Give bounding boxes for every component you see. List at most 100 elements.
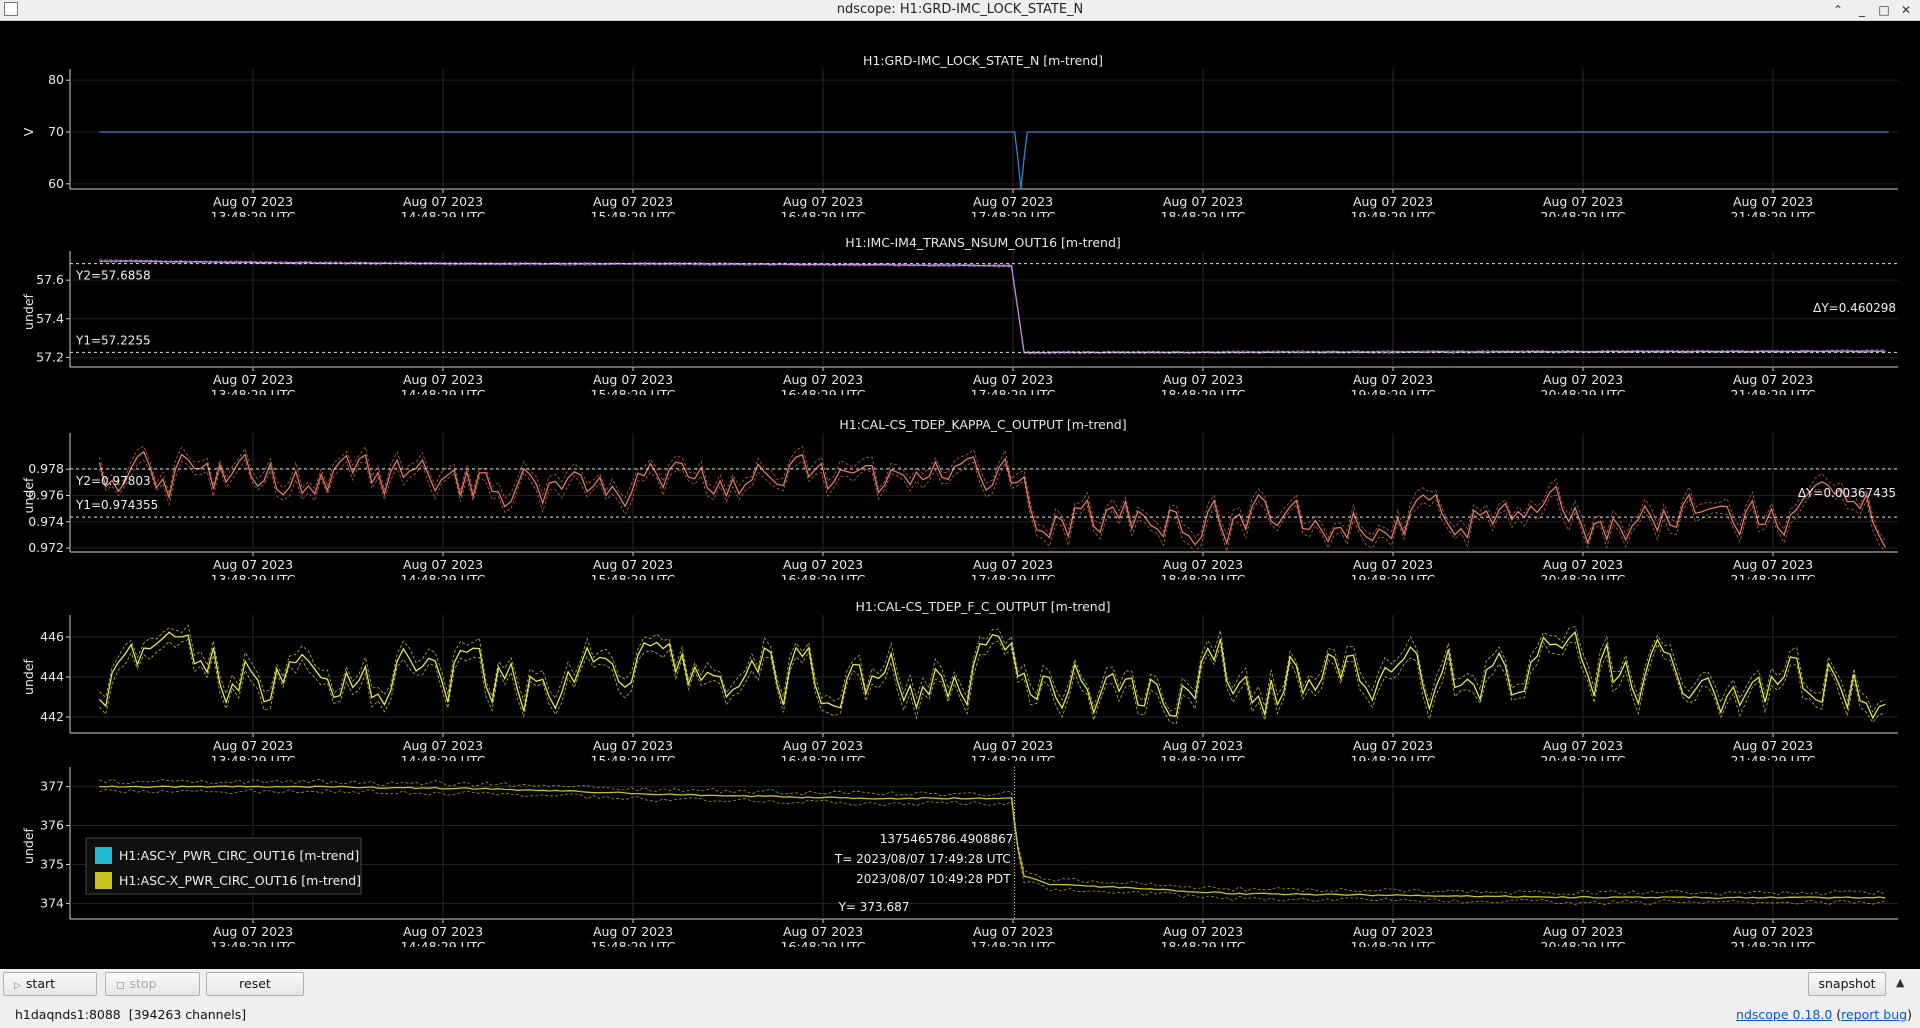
snapshot-button[interactable]: snapshot — [1808, 972, 1886, 996]
plot-area[interactable]: H1:GRD-IMC_LOCK_STATE_N [m-trend] Aug 07 … — [0, 21, 1920, 969]
x-tick-date: Aug 07 2023 — [1733, 372, 1813, 387]
report-bug-link[interactable]: report bug — [1841, 1007, 1908, 1022]
maximize-icon[interactable]: □ — [1878, 3, 1890, 17]
series-min-line — [99, 458, 1886, 553]
x-tick-time: 13:48:29 UTC — [211, 387, 296, 402]
paren-close: ) — [1907, 1007, 1912, 1022]
x-tick-date: Aug 07 2023 — [1543, 372, 1623, 387]
x-tick-date: Aug 07 2023 — [213, 557, 293, 572]
y-tick-label: 442 — [40, 709, 64, 724]
series-line — [99, 260, 1886, 354]
legend-label[interactable]: H1:ASC-Y_PWR_CIRC_OUT16 [m-trend] — [119, 848, 359, 863]
x-tick-time: 19:48:29 UTC — [1351, 209, 1436, 224]
x-tick-date: Aug 07 2023 — [783, 557, 863, 572]
x-tick-time: 16:48:29 UTC — [781, 387, 866, 402]
plot-panel-2[interactable]: H1:IMC-IM4_TRANS_NSUM_OUT16 [m-trend] Aug… — [21, 235, 1898, 402]
x-tick-date: Aug 07 2023 — [213, 372, 293, 387]
start-online-button[interactable]: ▷start online — [3, 972, 97, 1015]
x-tick-date: Aug 07 2023 — [973, 738, 1053, 753]
x-tick-date: Aug 07 2023 — [1733, 924, 1813, 939]
x-tick-date: Aug 07 2023 — [783, 194, 863, 209]
x-tick-time: 17:48:29 UTC — [971, 209, 1056, 224]
x-tick-time: 13:48:29 UTC — [211, 209, 296, 224]
x-tick-time: 19:48:29 UTC — [1351, 572, 1436, 587]
expand-arrow-icon[interactable]: ▲ — [1896, 976, 1905, 989]
stop-icon: □ — [116, 981, 125, 991]
plot-title: H1:CAL-CS_TDEP_KAPPA_C_OUTPUT [m-trend] — [839, 417, 1126, 432]
x-tick-date: Aug 07 2023 — [593, 557, 673, 572]
delta-y-label: ΔY=0.460298 — [1813, 301, 1896, 315]
x-tick-date: Aug 07 2023 — [1733, 557, 1813, 572]
x-tick-time: 14:48:29 UTC — [401, 572, 486, 587]
x-tick-time: 19:48:29 UTC — [1351, 939, 1436, 954]
series-max-line — [99, 778, 1886, 896]
x-tick-date: Aug 07 2023 — [783, 372, 863, 387]
x-tick-time: 20:48:29 UTC — [1541, 572, 1626, 587]
x-tick-date: Aug 07 2023 — [1353, 372, 1433, 387]
y-tick-label: 57.4 — [36, 311, 64, 326]
series-max-line — [99, 259, 1886, 353]
x-tick-time: 20:48:29 UTC — [1541, 939, 1626, 954]
stop-online-button[interactable]: □stop online — [105, 972, 200, 1015]
y-tick-label: 375 — [40, 856, 64, 871]
x-tick-time: 19:48:29 UTC — [1351, 387, 1436, 402]
plot-title: H1:IMC-IM4_TRANS_NSUM_OUT16 [m-trend] — [845, 235, 1121, 250]
legend-swatch[interactable] — [95, 872, 112, 889]
plots-canvas[interactable]: H1:GRD-IMC_LOCK_STATE_N [m-trend] Aug 07 … — [0, 21, 1920, 969]
legend-label[interactable]: H1:ASC-X_PWR_CIRC_OUT16 [m-trend] — [119, 873, 361, 888]
x-tick-date: Aug 07 2023 — [213, 738, 293, 753]
x-tick-time: 17:48:29 UTC — [971, 387, 1056, 402]
y-axis-label: undef — [21, 477, 36, 513]
x-tick-time: 18:48:29 UTC — [1161, 209, 1246, 224]
y-axis-label: undef — [21, 293, 36, 329]
x-tick-date: Aug 07 2023 — [593, 924, 673, 939]
x-tick-time: 16:48:29 UTC — [781, 572, 866, 587]
x-tick-time: 15:48:29 UTC — [591, 209, 676, 224]
x-tick-time: 18:48:29 UTC — [1161, 753, 1246, 768]
series-line — [98, 631, 1886, 720]
y2-cursor-label: Y2=57.6858 — [75, 269, 151, 283]
x-tick-time: 21:48:29 UTC — [1731, 209, 1816, 224]
x-tick-date: Aug 07 2023 — [1543, 738, 1623, 753]
x-tick-date: Aug 07 2023 — [1163, 194, 1243, 209]
x-tick-date: Aug 07 2023 — [403, 557, 483, 572]
play-icon: ▷ — [14, 981, 21, 991]
keep-above-icon[interactable]: ⌃ — [1832, 3, 1844, 17]
y-tick-label: 0.972 — [28, 540, 64, 555]
x-tick-time: 19:48:29 UTC — [1351, 753, 1436, 768]
y-tick-label: 374 — [40, 895, 64, 910]
plot-title: H1:GRD-IMC_LOCK_STATE_N [m-trend] — [863, 53, 1103, 68]
y2-cursor-label: Y2=0.97803 — [75, 474, 151, 488]
series-line — [99, 131, 1889, 190]
x-tick-date: Aug 07 2023 — [1163, 372, 1243, 387]
legend-swatch[interactable] — [95, 847, 112, 864]
x-tick-time: 13:48:29 UTC — [211, 572, 296, 587]
x-tick-time: 18:48:29 UTC — [1161, 572, 1246, 587]
x-tick-date: Aug 07 2023 — [1543, 924, 1623, 939]
close-icon[interactable]: ✕ — [1900, 3, 1912, 17]
x-tick-date: Aug 07 2023 — [403, 924, 483, 939]
crosshair-pdt-time: 2023/08/07 10:49:28 PDT — [856, 872, 1011, 886]
x-tick-date: Aug 07 2023 — [1733, 738, 1813, 753]
x-tick-date: Aug 07 2023 — [213, 194, 293, 209]
status-bar: h1daqnds1:8088 [394263 channels] ndscope… — [0, 1001, 1920, 1028]
y-tick-label: 446 — [40, 629, 64, 644]
series-max-line — [99, 624, 1886, 713]
crosshair-utc-time: T= 2023/08/07 17:49:28 UTC — [834, 852, 1011, 866]
minimize-icon[interactable]: _ — [1859, 3, 1865, 17]
reset-button[interactable]: reset — [206, 972, 304, 996]
plot-panel-3[interactable]: H1:CAL-CS_TDEP_KAPPA_C_OUTPUT [m-trend] A… — [21, 417, 1898, 587]
version-link[interactable]: ndscope 0.18.0 — [1736, 1007, 1833, 1022]
x-tick-time: 21:48:29 UTC — [1731, 572, 1816, 587]
window-title: ndscope: H1:GRD-IMC_LOCK_STATE_N — [836, 2, 1084, 17]
x-tick-time: 17:48:29 UTC — [971, 572, 1056, 587]
x-tick-time: 14:48:29 UTC — [401, 387, 486, 402]
x-tick-date: Aug 07 2023 — [1163, 557, 1243, 572]
series-max-line — [99, 445, 1886, 542]
y-tick-label: 444 — [40, 669, 64, 684]
legend[interactable]: H1:ASC-Y_PWR_CIRC_OUT16 [m-trend] H1:ASC-… — [85, 837, 362, 895]
plot-panel-4[interactable]: H1:CAL-CS_TDEP_F_C_OUTPUT [m-trend] Aug 0… — [21, 599, 1898, 768]
y1-cursor-label: Y1=0.974355 — [75, 498, 158, 512]
plot-panel-1[interactable]: H1:GRD-IMC_LOCK_STATE_N [m-trend] Aug 07 … — [21, 53, 1898, 224]
